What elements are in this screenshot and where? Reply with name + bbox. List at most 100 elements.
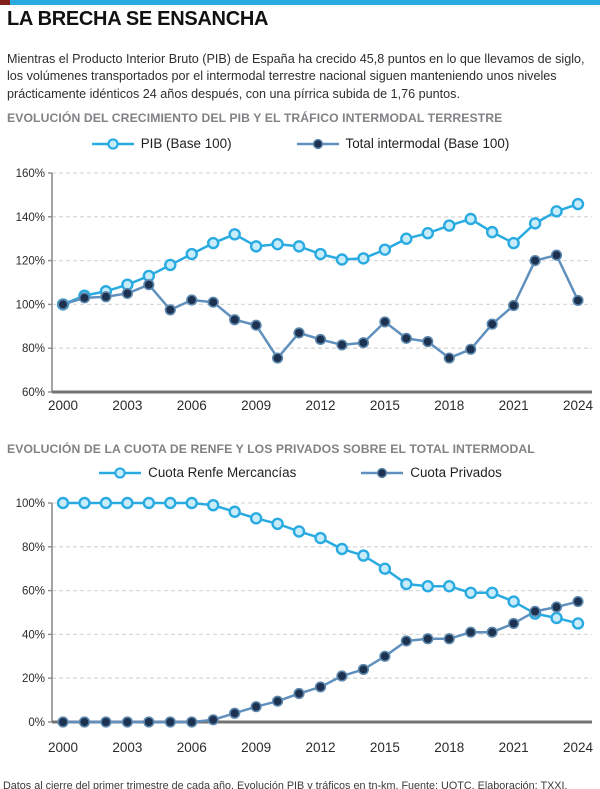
y-tick-label: 40%: [22, 629, 45, 641]
x-tick-label: 2015: [370, 740, 400, 755]
data-point-marker: [207, 236, 220, 250]
data-point-marker: [508, 617, 520, 630]
data-point-marker: [571, 617, 585, 630]
data-point-marker: [249, 512, 263, 525]
x-tick-label: 2024: [563, 398, 594, 413]
x-tick-label: 2000: [48, 740, 78, 755]
data-point-marker: [400, 332, 412, 344]
legend-marker-icon: [91, 137, 134, 150]
x-tick-label: 2012: [305, 398, 335, 413]
data-point-marker: [185, 247, 198, 261]
data-point-marker: [465, 626, 477, 638]
x-tick-label: 2021: [499, 398, 529, 413]
y-tick-label: 100%: [16, 498, 45, 510]
y-tick-label: 160%: [16, 168, 45, 180]
x-tick-label: 2012: [305, 740, 335, 755]
x-tick-label: 2024: [563, 740, 594, 755]
data-point-marker: [357, 337, 370, 349]
data-point-marker: [421, 580, 434, 593]
data-point-marker: [422, 633, 434, 645]
y-tick-label: 60%: [22, 586, 45, 598]
data-point-marker: [357, 549, 370, 562]
x-tick-label: 2021: [499, 740, 529, 755]
masthead-accent-block: [0, 0, 10, 5]
data-point-marker: [378, 562, 392, 575]
chart1-line-chart: 160% 140% 120% 100% 80% 60%2000 2003 2006 2009 20…: [16, 168, 594, 413]
data-point-marker: [378, 243, 392, 256]
data-point-marker: [293, 327, 305, 339]
legend-item: PIB (Base 100): [91, 136, 232, 151]
data-point-marker: [314, 247, 327, 261]
data-point-marker: [314, 333, 327, 346]
data-point-marker: [400, 577, 413, 591]
page-title: LA BRECHA SE ENSANCHA: [7, 8, 269, 30]
data-point-marker: [250, 319, 262, 331]
legend-label: Total intermodal (Base 100): [345, 136, 510, 151]
chart1-legend: PIB (Base 100) Total intermodal (Base 100…: [0, 136, 600, 151]
data-point-marker: [121, 287, 133, 300]
data-point-marker: [121, 496, 134, 510]
data-point-marker: [207, 498, 220, 512]
data-point-marker: [164, 716, 176, 728]
x-tick-label: 2018: [434, 740, 464, 755]
y-tick-label: 0%: [28, 717, 45, 729]
chart1-title: EVOLUCIÓN DEL CRECIMIENTO DEL PIB Y EL T…: [7, 111, 503, 125]
legend-label: PIB (Base 100): [140, 136, 232, 151]
data-point-marker: [186, 716, 198, 728]
data-point-marker: [142, 496, 156, 510]
x-tick-label: 2009: [241, 398, 271, 413]
masthead-blue-bar: [10, 0, 600, 5]
legend-label: Cuota Renfe Mercancías: [148, 465, 297, 480]
data-point-marker: [357, 252, 370, 265]
data-point-marker: [314, 531, 327, 545]
data-point-marker: [271, 517, 284, 531]
x-tick-label: 2003: [112, 398, 142, 413]
data-point-marker: [292, 525, 306, 538]
legend-label: Cuota Privados: [410, 465, 502, 480]
chart2-line-chart: 100% 80% 60% 40% 20% 0%2000 2003 2006 2009 2012 20…: [16, 496, 594, 755]
data-point-marker: [57, 716, 69, 728]
y-tick-label: 80%: [22, 542, 45, 554]
data-point-marker: [249, 240, 263, 253]
data-point-marker: [335, 542, 349, 556]
data-point-marker: [100, 291, 112, 303]
data-point-marker: [207, 714, 219, 726]
data-point-marker: [164, 258, 177, 272]
data-point-marker: [121, 716, 133, 728]
data-point-marker: [421, 227, 434, 240]
data-point-marker: [400, 635, 412, 647]
data-point-marker: [164, 304, 176, 316]
data-point-marker: [357, 663, 370, 676]
masthead-bar: [0, 0, 600, 5]
data-point-marker: [99, 496, 113, 510]
data-point-marker: [507, 595, 520, 608]
data-point-marker: [186, 294, 198, 306]
data-point-marker: [271, 352, 284, 364]
data-point-marker: [443, 580, 456, 593]
data-point-marker: [443, 219, 456, 232]
data-point-marker: [400, 232, 413, 245]
data-point-marker: [293, 687, 305, 700]
data-point-marker: [292, 240, 306, 253]
data-point-marker: [271, 695, 284, 707]
data-point-marker: [571, 197, 585, 211]
y-tick-label: 80%: [22, 343, 45, 355]
data-point-marker: [250, 701, 262, 713]
chart2-legend: Cuota Renfe Mercancías Cuota Privados: [0, 465, 600, 480]
intro-text: Mientras el Producto Interior Bruto (PIB…: [7, 51, 585, 101]
data-point-marker: [336, 339, 348, 351]
data-point-marker: [485, 225, 499, 239]
data-point-marker: [485, 586, 499, 599]
data-point-marker: [572, 595, 584, 608]
y-tick-label: 20%: [22, 673, 45, 685]
data-point-marker: [379, 316, 391, 328]
data-point-marker: [550, 205, 563, 218]
data-point-marker: [528, 217, 542, 230]
y-tick-label: 60%: [22, 387, 45, 399]
data-point-marker: [78, 292, 91, 304]
legend-item: Total intermodal (Base 100): [296, 136, 510, 151]
data-point-marker: [185, 496, 198, 510]
data-point-marker: [314, 681, 327, 693]
data-point-marker: [229, 314, 241, 326]
